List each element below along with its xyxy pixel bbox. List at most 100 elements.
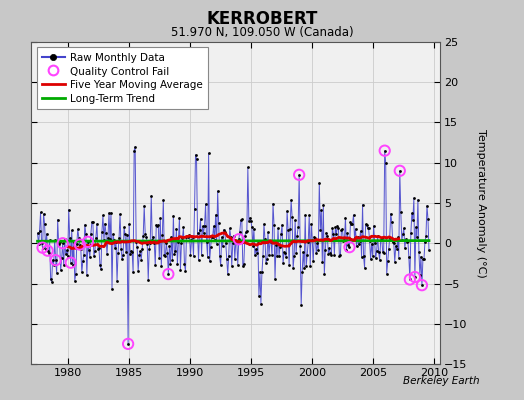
Point — [421, 239, 429, 245]
Point — [380, 148, 389, 154]
Point — [43, 248, 52, 254]
Point — [37, 240, 46, 246]
Legend: Raw Monthly Data, Quality Control Fail, Five Year Moving Average, Long-Term Tren: Raw Monthly Data, Quality Control Fail, … — [37, 47, 208, 110]
Point — [401, 245, 409, 251]
Point — [119, 252, 127, 258]
Point — [115, 234, 123, 241]
Point — [43, 248, 52, 254]
Point — [208, 234, 216, 240]
Point — [387, 210, 395, 217]
Point — [164, 271, 172, 277]
Point — [89, 219, 97, 225]
Point — [122, 249, 130, 255]
Point — [345, 244, 354, 250]
Point — [248, 224, 256, 230]
Point — [391, 242, 400, 249]
Point — [134, 268, 143, 274]
Point — [351, 226, 359, 232]
Point — [94, 246, 102, 252]
Point — [148, 236, 157, 243]
Point — [262, 260, 270, 266]
Point — [125, 221, 133, 227]
Point — [323, 232, 332, 239]
Point — [292, 250, 300, 256]
Point — [160, 252, 169, 259]
Point — [363, 222, 371, 228]
Point — [211, 237, 219, 243]
Point — [135, 252, 144, 258]
Point — [150, 240, 158, 246]
Point — [310, 234, 319, 240]
Point — [187, 237, 195, 244]
Point — [72, 271, 80, 277]
Point — [399, 231, 407, 238]
Point — [74, 234, 83, 241]
Point — [58, 254, 66, 261]
Point — [184, 234, 193, 240]
Point — [225, 253, 233, 259]
Point — [199, 229, 208, 236]
Point — [340, 237, 348, 243]
Point — [339, 238, 347, 244]
Point — [127, 248, 135, 254]
Point — [75, 241, 84, 248]
Point — [242, 229, 250, 235]
Point — [416, 272, 424, 279]
Point — [79, 258, 87, 264]
Point — [346, 219, 355, 226]
Point — [67, 260, 75, 266]
Point — [260, 221, 268, 227]
Point — [295, 172, 303, 178]
Point — [379, 250, 388, 256]
Point — [129, 269, 137, 276]
Point — [155, 254, 163, 261]
Point — [193, 230, 202, 237]
Point — [192, 156, 201, 162]
Point — [117, 246, 125, 252]
Point — [226, 234, 235, 240]
Point — [250, 226, 258, 232]
Point — [73, 241, 81, 247]
Point — [178, 235, 187, 241]
Point — [235, 236, 243, 242]
Point — [111, 245, 119, 252]
Point — [118, 256, 126, 262]
Point — [59, 240, 67, 246]
Point — [140, 203, 148, 209]
Point — [381, 160, 390, 166]
Point — [318, 258, 326, 265]
Point — [136, 248, 145, 255]
Point — [304, 239, 312, 245]
Point — [107, 210, 115, 216]
Point — [309, 258, 318, 264]
Point — [295, 172, 303, 178]
Point — [70, 239, 78, 246]
Point — [38, 244, 47, 251]
Point — [177, 240, 185, 247]
Point — [221, 229, 229, 235]
Point — [256, 269, 264, 275]
Point — [101, 220, 109, 227]
Point — [254, 240, 262, 246]
Point — [158, 232, 167, 238]
Point — [231, 256, 239, 262]
Text: 51.970 N, 109.050 W (Canada): 51.970 N, 109.050 W (Canada) — [171, 26, 353, 39]
Point — [331, 224, 340, 230]
Point — [216, 262, 225, 268]
Point — [344, 242, 353, 248]
Point — [321, 247, 330, 254]
Point — [163, 250, 171, 256]
Point — [414, 196, 422, 203]
Point — [191, 152, 200, 158]
Point — [144, 276, 152, 283]
Point — [153, 223, 161, 229]
Point — [380, 148, 389, 154]
Point — [282, 254, 290, 260]
Point — [258, 269, 266, 276]
Point — [97, 266, 105, 272]
Point — [412, 224, 420, 230]
Point — [181, 268, 190, 274]
Point — [224, 271, 232, 278]
Point — [377, 234, 386, 241]
Point — [409, 216, 417, 223]
